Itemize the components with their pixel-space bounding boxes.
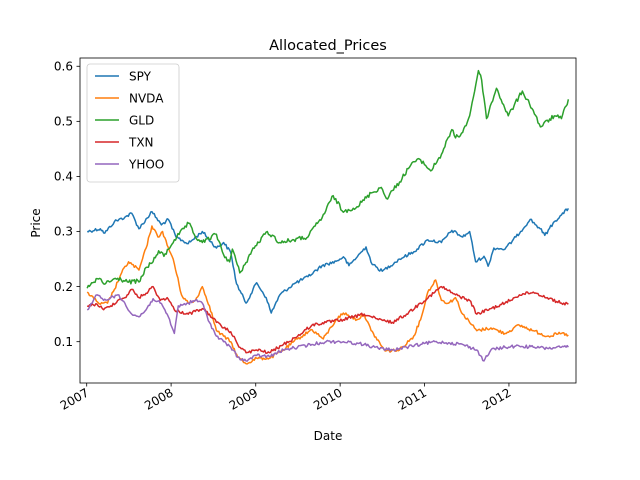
plot-frame (79, 57, 577, 384)
legend-label-txn: TXN (128, 136, 154, 150)
y-tick-label: 0.4 (54, 170, 73, 184)
series-line-yhoo (86, 294, 569, 362)
y-tick-label: 0.5 (54, 115, 73, 129)
legend: SPY NVDA GLD TXN YHOO (86, 63, 180, 183)
y-tick-label: 0.6 (54, 59, 73, 73)
y-tick-label: 0.1 (54, 335, 73, 349)
legend-label-yhoo: YHOO (128, 158, 164, 172)
series-line-spy (87, 208, 570, 314)
legend-box (86, 63, 180, 183)
legend-label-spy: SPY (129, 70, 152, 84)
series-line-gld (86, 69, 570, 289)
chart-title: Allocated_Prices (269, 38, 387, 54)
y-tick-label: 0.2 (54, 280, 73, 294)
series-layer (86, 69, 570, 365)
series-line-txn (86, 285, 569, 355)
y-tick-label: 0.3 (54, 225, 73, 239)
legend-label-gld: GLD (129, 114, 154, 128)
legend-label-nvda: NVDA (129, 92, 164, 106)
series-line-nvda (86, 225, 569, 365)
y-axis-title: Price (29, 208, 43, 237)
x-axis-title: Date (314, 429, 343, 443)
